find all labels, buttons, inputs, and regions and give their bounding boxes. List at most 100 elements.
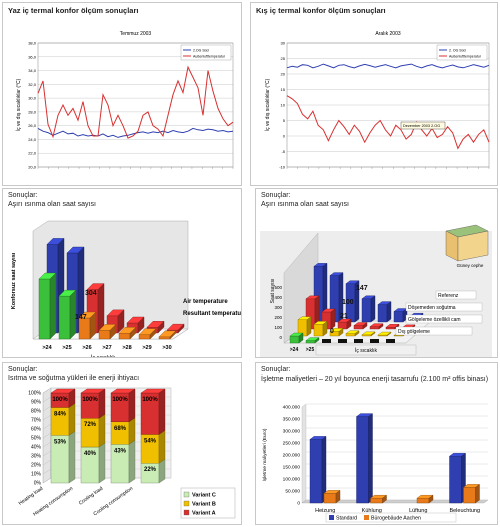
panel-subtitle: Aşırı ısınma olan saat sayısı [261,201,349,208]
y-tick-label: 26,0 [28,123,37,128]
bar-segment-variant-b-side [68,403,76,436]
panel-header: Sonuçlar: [8,192,38,199]
y-tick-label: 10% [31,472,42,478]
legend-label: Döşemeden soğutma [408,305,456,311]
bar-buerogebaeude-aachen [416,497,430,504]
bar-buerogebaeude-aachen-side [475,484,480,504]
y-tick-label: 24,0 [28,137,37,142]
bar-variant-side [306,316,312,337]
data-label: 54% [144,438,157,444]
y-tick-label: 300 [274,305,282,310]
bar-buerogebaeude-aachen-side [382,494,387,504]
y-tick-label: 200.000 [283,453,301,459]
gridline [42,450,52,457]
y-tick-label: 28,0 [28,109,37,114]
legend-label: Gölgeleme özellikli cam [408,317,461,323]
series-line-2 [286,95,490,150]
bar-segment-variant-a-side [98,388,106,419]
bar-buerogebaeude-aachen-side [428,494,434,504]
panel-overheating-hours: Sonuçlar: Aşırı ısınma olan saat sayısı … [2,188,242,358]
y-tick-label: 32,0 [28,82,37,87]
y-tick-label: 300.000 [283,429,301,435]
bar-variant-side [346,318,352,330]
panel-overheating-variants: Sonuçlar: Aşırı ısınma olan saat sayısı … [255,188,498,358]
legend-label: Variant B [192,502,216,508]
x-tick-label: >26 [82,345,91,351]
bar-variant-side [370,295,376,323]
y-tick-label: 350.000 [283,417,301,423]
y-tick-label: 70% [31,418,42,424]
x-tick-label: >25 [62,345,71,351]
x-tick-label: >28 [122,345,131,351]
bar-resultant-temperature [78,317,91,340]
y-tick-label: 10 [281,103,286,108]
x-axis-label: İç sıcaklık [91,354,115,358]
line-chart-winter: Aralık 2003 30 25 20 15 10 5 0 -5 -10 İç ve dış sı… [264,31,490,170]
gridline [42,441,52,448]
gridline [42,405,52,412]
bar-variant-side [386,301,392,323]
bar-buerogebaeude-aachen-side [335,490,341,504]
y-axis-label: Saat sayısı [270,279,276,304]
y-tick-label: 200 [274,315,282,320]
gridline [42,432,52,439]
panel-header: Sonuçlar: [261,192,291,199]
line-chart-summer: Temmuz 2003 38,0 36,0 34,0 32,0 30,0 28,0 26,0 2… [15,31,234,170]
chart-title: Temmuz 2003 [120,31,152,37]
legend-box [180,44,232,61]
series-line-1 [286,63,490,69]
data-label: 304 [85,290,97,297]
y-tick-label: 5 [283,118,286,123]
bar-variant [313,324,324,337]
y-tick-label: 40% [31,445,42,451]
y-axis-label: İşletme maliyetleri (Euro) [261,428,268,481]
gridline [42,423,52,430]
bar-resultant-temperature [38,278,51,340]
bar-variant [377,304,388,323]
y-tick-label: 15 [281,87,286,92]
data-label: 0 [330,328,334,335]
bar-resultant-temperature-side [49,272,57,340]
gridline [42,414,52,421]
legend-label: Resultant temperature [183,311,241,317]
y-tick-label: 38,0 [28,41,37,46]
legend-box [325,512,457,523]
bar-variant-side [362,322,368,330]
data-label: 40% [84,451,97,457]
y-tick-label: 100 [274,325,282,330]
bar-air-temperature-side [97,283,105,334]
y-tick-label: -10 [279,165,286,170]
y-axis-label: Konforsuz saat sayısı [11,252,17,309]
y-tick-label: 0% [34,481,42,487]
building-facade [457,230,489,262]
legend-swatch [329,515,334,520]
x-tick-label: Heating load [18,486,45,507]
bar-empty-cell [322,339,331,343]
bar-segment-variant-c-side [98,442,106,484]
gridline [42,387,52,394]
x-tick-label: >24 [42,345,52,351]
bar-variant-side [378,323,384,330]
bar-variant [337,321,348,330]
bar-resultant-temperature-side [149,328,157,340]
bar-variant-side [386,331,392,337]
gridline [42,468,52,475]
x-tick-label: Kühlung [362,508,382,514]
bar-variant [393,311,404,323]
y-tick-label: 36,0 [28,54,37,59]
bar-segment-variant-b-side [128,417,136,445]
x-tick-label: Beleuchtung [449,508,480,514]
y-tick-label: 30 [281,41,286,46]
x-tick-label: >27 [102,345,111,351]
y-tick-label: 400.000 [283,405,301,411]
data-label: 53% [54,439,67,445]
panel-winter-measurements: Kış iç termal konfor ölçüm sonuçları Ara… [250,2,498,186]
y-tick-label: 0 [297,501,300,507]
series-line-1 [37,127,234,138]
bar-segment-variant-a-side [68,388,76,408]
gridline [42,396,52,403]
annotation-box [400,121,446,130]
bar-resultant-temperature [98,330,111,340]
data-label: 147 [356,285,368,292]
panel-header: Sonuçlar: [8,366,38,373]
